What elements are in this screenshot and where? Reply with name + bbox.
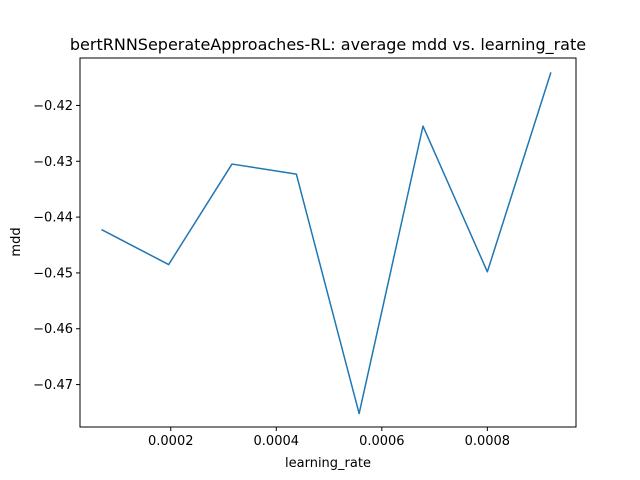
chart-title: bertRNNSeperateApproaches-RL: average md… <box>70 35 586 55</box>
plot-area-frame <box>79 57 577 428</box>
series-line <box>101 72 552 415</box>
y-tick-label: −0.43 <box>33 155 73 170</box>
x-tick-label: 0.0008 <box>465 434 511 449</box>
x-tick-label: 0.0004 <box>254 434 300 449</box>
y-axis-label: mdd <box>9 227 24 256</box>
series-layer <box>101 72 552 415</box>
x-axis-label: learning_rate <box>285 456 371 471</box>
y-ticks: −0.47 −0.46 −0.45 −0.44 −0.43 −0.42 <box>33 99 80 393</box>
y-tick-label: −0.47 <box>33 378 73 393</box>
x-tick-label: 0.0006 <box>359 434 405 449</box>
x-ticks: 0.0002 0.0004 0.0006 0.0008 <box>148 427 510 449</box>
y-tick-label: −0.42 <box>33 99 73 114</box>
x-tick-label: 0.0002 <box>148 434 194 449</box>
y-tick-label: −0.44 <box>33 211 73 226</box>
y-tick-label: −0.46 <box>33 322 73 337</box>
y-tick-label: −0.45 <box>33 266 73 281</box>
